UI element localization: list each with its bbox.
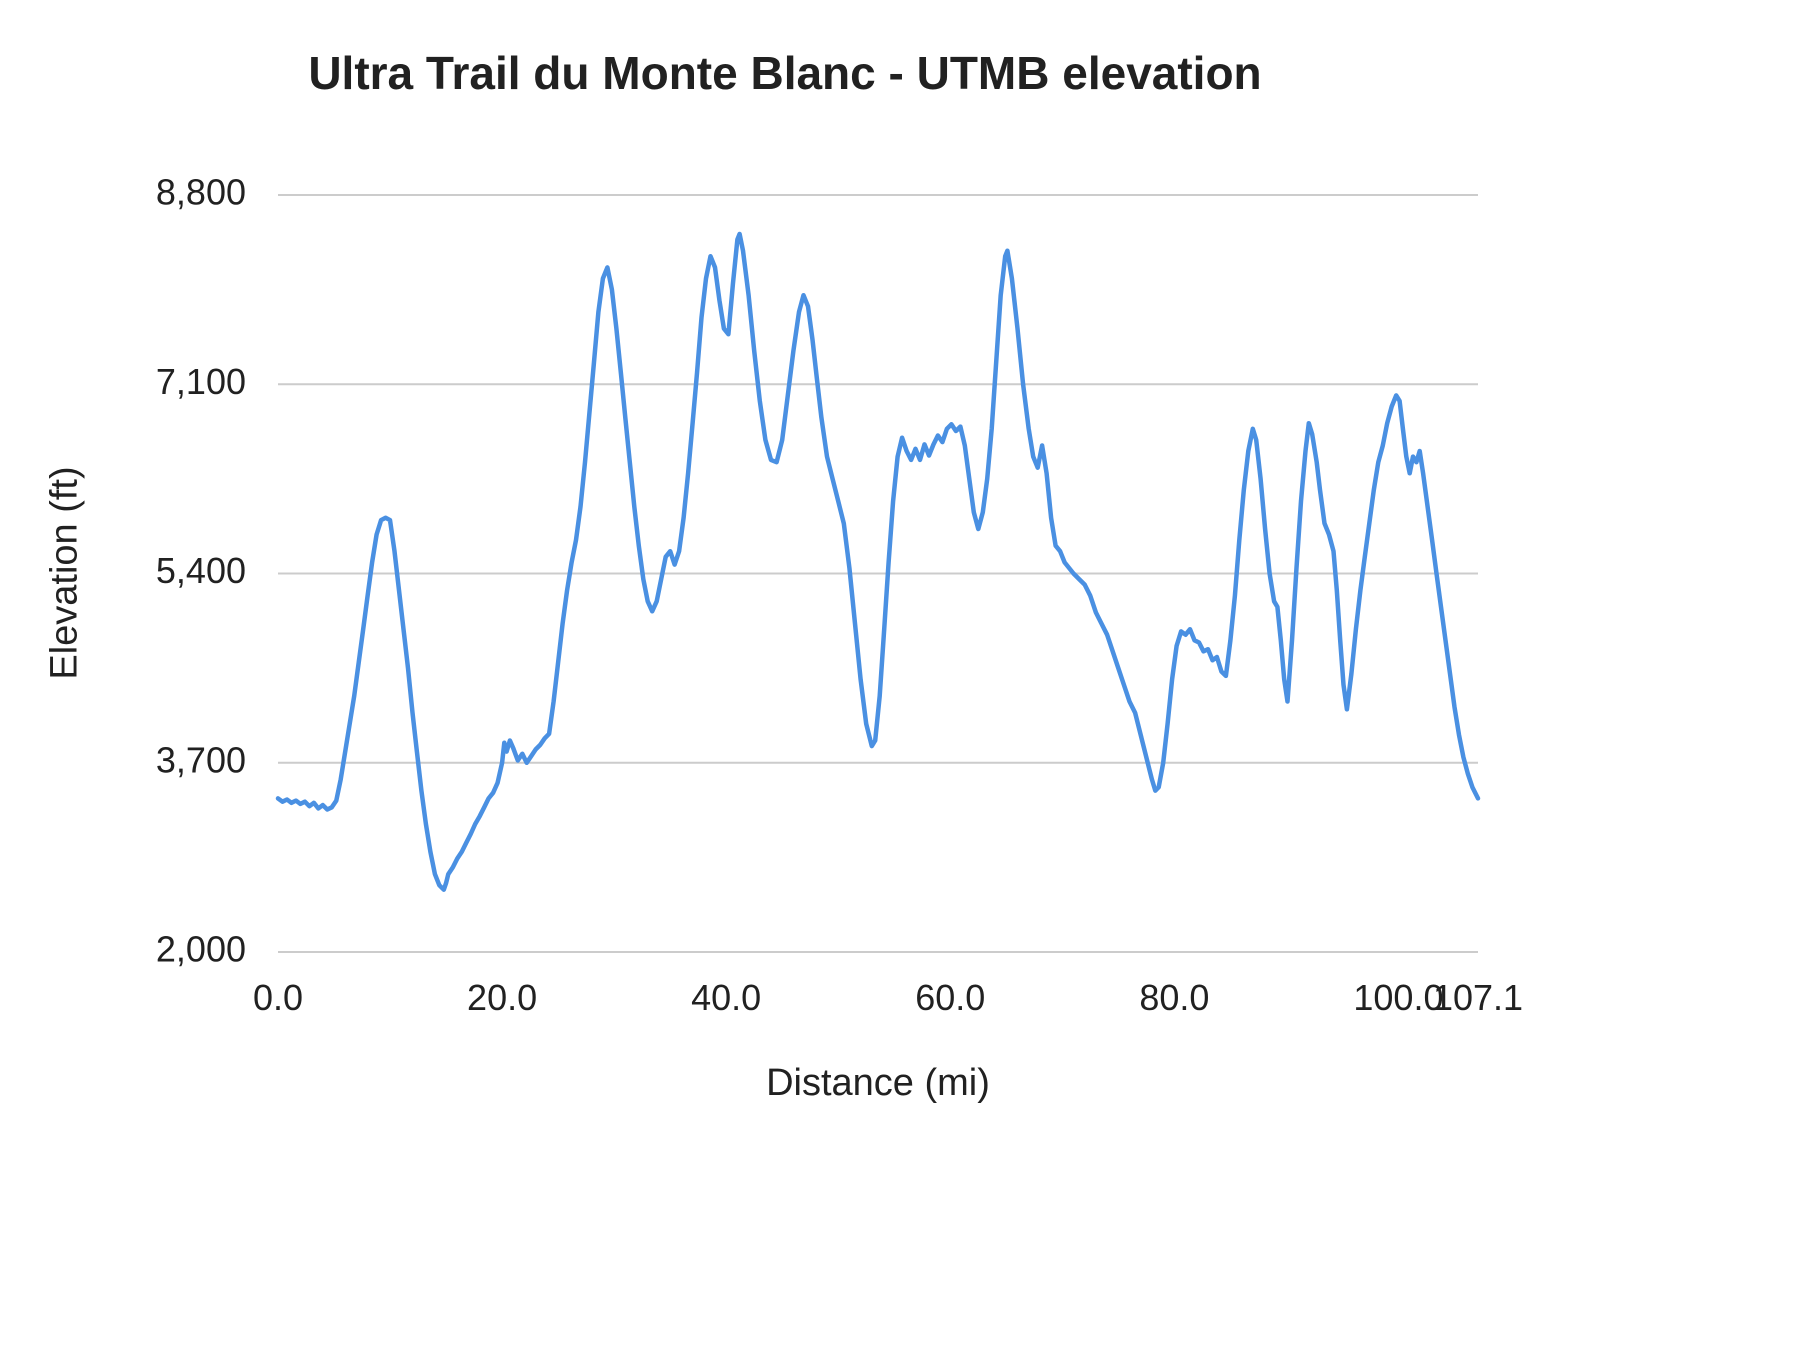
x-tick-label: 20.0 (467, 977, 537, 1018)
y-tick-label: 2,000 (156, 929, 246, 970)
y-tick-label: 3,700 (156, 739, 246, 780)
x-axis-title: Distance (mi) (766, 1062, 990, 1104)
x-tick-label: 0.0 (253, 977, 303, 1018)
x-tick-label: 60.0 (915, 977, 985, 1018)
y-axis-title: Elevation (ft) (43, 466, 86, 680)
y-tick-label: 7,100 (156, 361, 246, 402)
x-tick-label: 40.0 (691, 977, 761, 1018)
x-tick-label: 80.0 (1139, 977, 1209, 1018)
elevation-line-series (275, 231, 1481, 892)
chart-title: Ultra Trail du Monte Blanc - UTMB elevat… (308, 47, 1262, 99)
y-tick-label: 8,800 (156, 172, 246, 213)
y-tick-label: 5,400 (156, 550, 246, 591)
x-tick-label: 107.1 (1433, 977, 1523, 1018)
x-tick-label: 100.0 (1353, 977, 1443, 1018)
